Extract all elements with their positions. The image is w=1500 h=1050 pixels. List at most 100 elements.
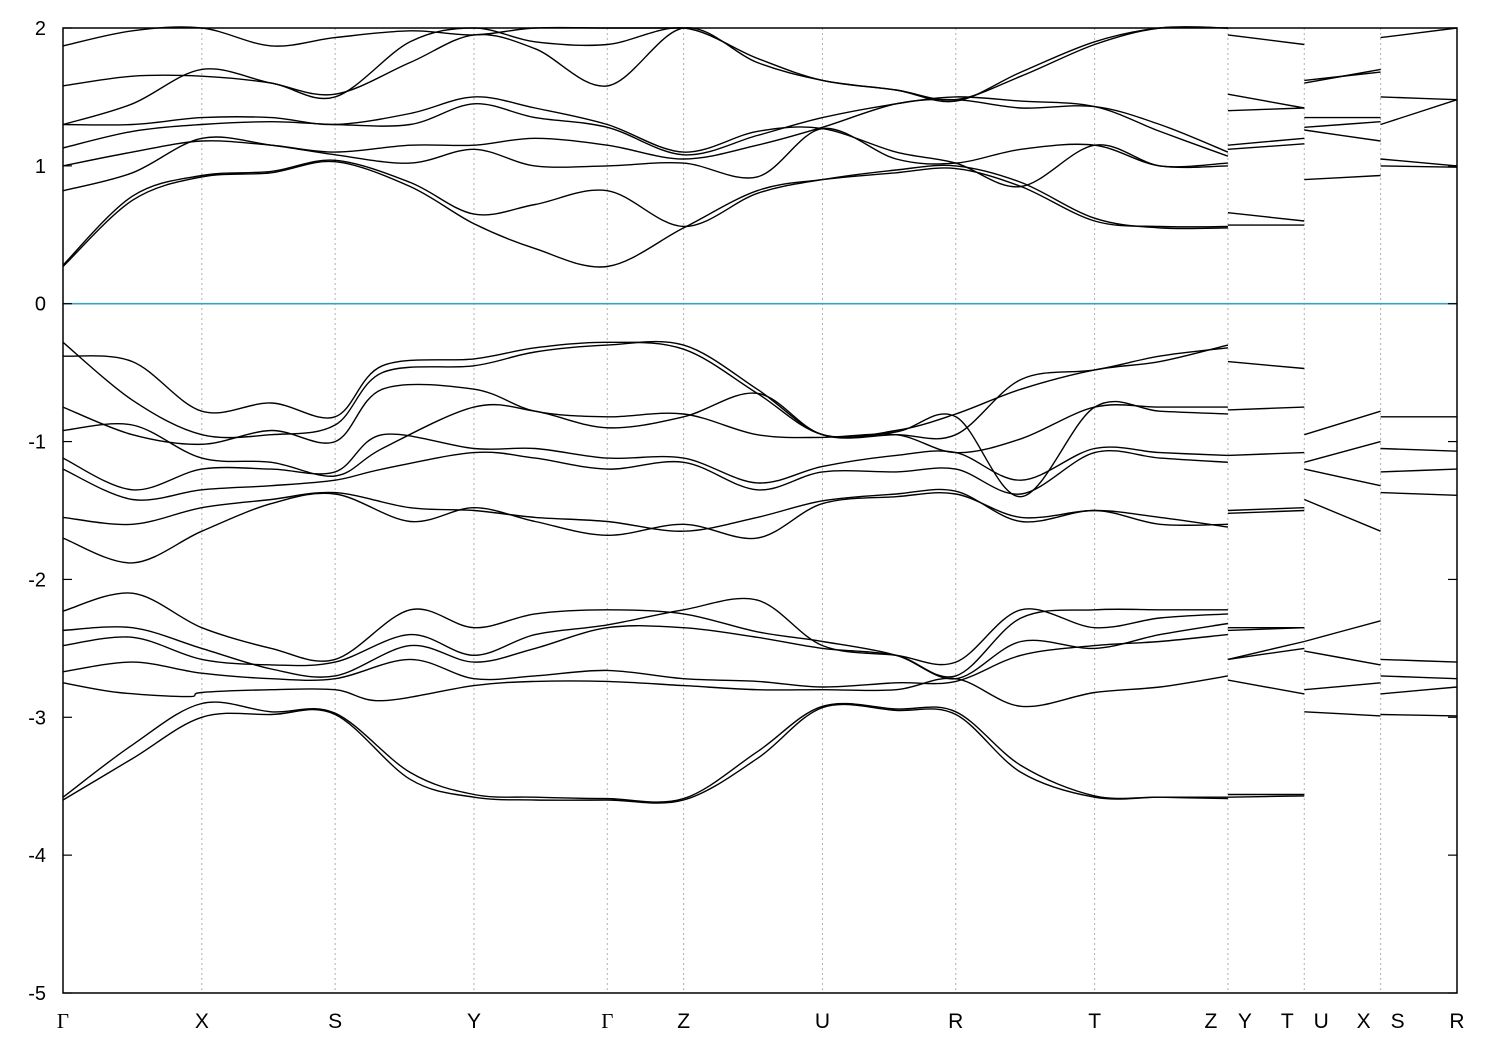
band-series — [62, 592, 1305, 680]
band-line — [62, 703, 1228, 804]
band-series — [62, 597, 1458, 680]
band-line — [1380, 27, 1458, 39]
band-series — [62, 360, 1305, 498]
band-line — [1380, 686, 1458, 695]
band-series — [62, 98, 1381, 167]
band-series — [62, 608, 1305, 678]
band-line — [62, 383, 1228, 454]
band-line — [62, 701, 1228, 803]
band-series — [62, 340, 1228, 440]
kpoint-label: Γ — [57, 1009, 69, 1033]
band-line — [62, 98, 1229, 167]
band-lines — [62, 26, 1458, 804]
band-series — [62, 701, 1305, 803]
band-line — [1227, 212, 1305, 222]
band-line — [62, 26, 684, 47]
band-line — [62, 96, 1229, 157]
y-tick-label: 1 — [35, 156, 46, 178]
band-line — [1227, 795, 1305, 798]
kpoint-label: Z — [1204, 1010, 1217, 1033]
band-line — [62, 592, 1229, 680]
y-tick-label: -2 — [28, 569, 46, 591]
kpoint-grid-lines — [201, 28, 1382, 993]
band-line — [62, 488, 1228, 532]
band-line — [1380, 491, 1458, 496]
band-line — [1304, 174, 1381, 181]
band-line — [1380, 713, 1458, 717]
band-line — [1304, 711, 1381, 717]
kpoint-label: T — [1088, 1010, 1101, 1033]
band-line — [1227, 143, 1305, 150]
band-series — [62, 341, 1229, 438]
band-line — [1380, 165, 1458, 168]
band-line — [1227, 406, 1305, 411]
band-line — [1227, 679, 1305, 695]
band-series — [62, 491, 1458, 564]
y-axis-ticks: -5 -4 -3 -2 -1 0 1 2 — [28, 18, 1457, 1005]
band-series — [62, 468, 1458, 532]
band-series — [62, 383, 1228, 454]
kpoint-label: U — [1314, 1010, 1329, 1033]
band-line — [1304, 129, 1381, 142]
kpoint-label: U — [815, 1010, 830, 1033]
kpoint-label: R — [948, 1010, 963, 1033]
band-line — [1380, 158, 1458, 167]
band-series — [62, 620, 1458, 688]
band-line — [1304, 498, 1381, 532]
band-series — [62, 26, 1228, 103]
band-line — [1227, 627, 1305, 632]
band-series — [62, 440, 1458, 501]
band-line — [1304, 682, 1381, 691]
y-tick-label: -1 — [28, 432, 46, 454]
band-line — [62, 392, 1228, 498]
kpoint-label: Y — [1238, 1010, 1252, 1033]
y-tick-label: -5 — [28, 983, 46, 1005]
band-line — [62, 26, 1228, 126]
band-line — [1227, 360, 1305, 370]
band-line — [62, 608, 1228, 678]
band-line — [1227, 34, 1305, 46]
band-series — [62, 129, 1458, 266]
band-line — [62, 341, 1229, 438]
kpoint-label: X — [1357, 1010, 1371, 1033]
band-line — [1380, 99, 1458, 126]
band-series — [62, 703, 1458, 804]
band-line — [1227, 507, 1305, 512]
band-line — [62, 449, 1228, 501]
band-line — [1304, 650, 1381, 666]
band-line — [62, 26, 1228, 103]
band-line — [1304, 620, 1381, 643]
band-line — [62, 492, 1228, 564]
band-line — [1380, 658, 1458, 663]
band-line — [1304, 71, 1381, 82]
kpoint-label: S — [328, 1010, 342, 1033]
band-line — [62, 340, 1228, 440]
band-line — [62, 675, 1229, 708]
kpoint-label: T — [1281, 1010, 1294, 1033]
kpoint-label: Γ — [601, 1009, 613, 1033]
y-tick-label: 2 — [35, 18, 46, 40]
band-line — [1227, 137, 1305, 146]
band-line — [62, 96, 1228, 188]
band-line — [1380, 675, 1458, 680]
kpoint-label: S — [1391, 1010, 1405, 1033]
band-line — [62, 433, 1228, 491]
band-line — [62, 127, 1228, 192]
band-line — [1227, 107, 1305, 112]
band-line — [62, 160, 1228, 268]
band-line — [1227, 93, 1305, 109]
band-line — [1304, 440, 1381, 463]
kpoint-label: R — [1449, 1010, 1464, 1033]
kpoint-label: Y — [467, 1010, 481, 1033]
band-line — [1304, 410, 1381, 436]
band-series — [62, 406, 1457, 491]
band-line — [1304, 121, 1381, 128]
band-series — [62, 160, 1458, 268]
band-line — [1380, 447, 1458, 452]
band-line — [62, 159, 1228, 266]
plot-frame — [62, 27, 1458, 994]
band-series — [62, 26, 1458, 82]
band-line — [1380, 96, 1458, 101]
